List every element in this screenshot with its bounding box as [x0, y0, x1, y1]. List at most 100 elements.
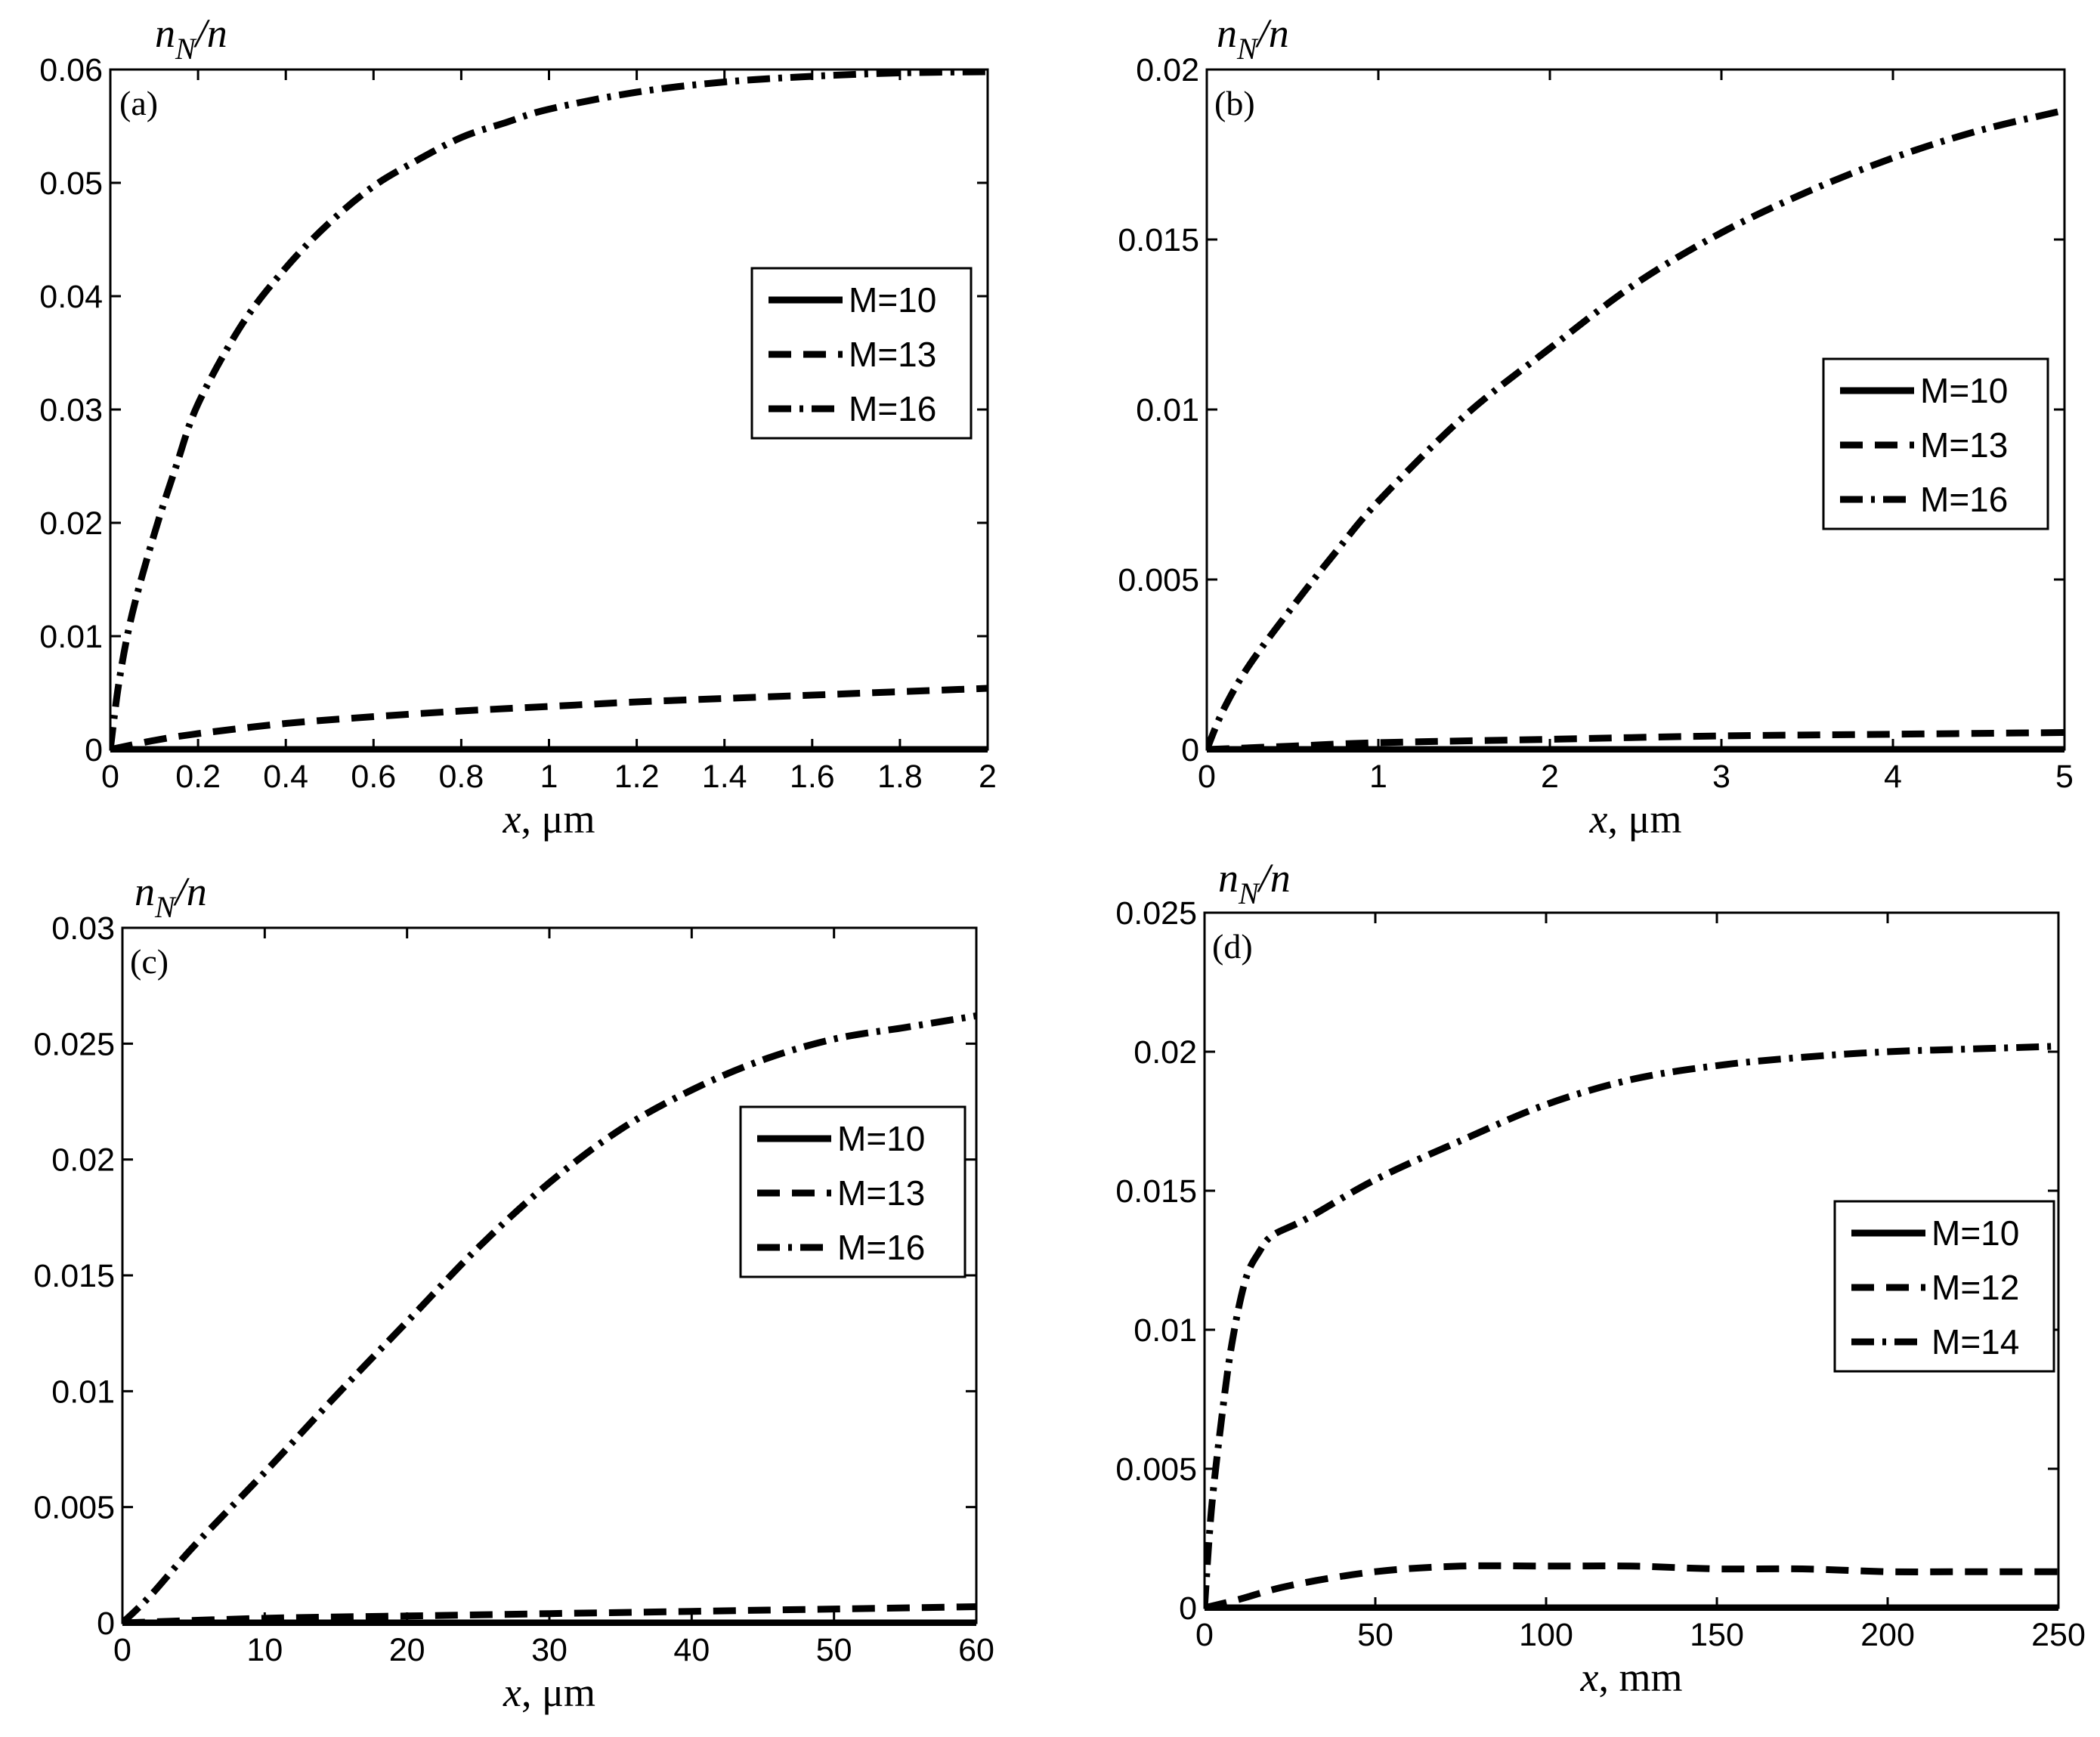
- series-line-m14: [1205, 1043, 2058, 1609]
- legend-label: M=14: [1931, 1322, 2019, 1361]
- x-tick-label: 3: [1712, 759, 1730, 795]
- series-line-m12: [1205, 1562, 2058, 1611]
- y-tick-label: 0.01: [1134, 1312, 1197, 1349]
- x-label-unit: , μm: [1608, 796, 1682, 842]
- legend-label: M=16: [1920, 480, 2008, 519]
- x-tick-label: 0.6: [351, 759, 396, 795]
- legend-label: M=13: [837, 1173, 925, 1213]
- x-label-unit: , μm: [521, 1670, 595, 1715]
- x-tick-label: 1: [540, 759, 558, 795]
- x-tick-label: 50: [1357, 1617, 1393, 1653]
- x-tick-label: 0: [101, 759, 119, 795]
- x-axis-label: x, mm: [1580, 1655, 1683, 1700]
- x-tick-label: 1.8: [877, 759, 923, 795]
- x-tick-label: 0: [1195, 1617, 1214, 1653]
- x-label-unit: , mm: [1598, 1655, 1682, 1700]
- plot-frame: [121, 926, 978, 1624]
- y-axis-label: nN/n: [135, 869, 207, 924]
- x-tick-label: 100: [1519, 1617, 1573, 1653]
- legend-label: M=13: [849, 335, 936, 374]
- panel-label: (a): [119, 84, 158, 122]
- x-label-unit: , μm: [521, 796, 595, 842]
- y-tick-label: 0: [1179, 1590, 1197, 1627]
- y-tick-label: 0: [1181, 732, 1199, 768]
- x-tick-label: 60: [958, 1632, 994, 1668]
- y-tick-label: 0.015: [33, 1258, 115, 1294]
- panel-label: (b): [1214, 84, 1255, 122]
- x-tick-label: 0.2: [175, 759, 221, 795]
- x-tick-label: 1.4: [702, 759, 747, 795]
- x-tick-label: 150: [1690, 1617, 1744, 1653]
- legend-label: M=10: [1931, 1213, 2019, 1253]
- y-label-rest: /n: [173, 869, 207, 914]
- legend-label: M=16: [849, 389, 936, 428]
- panel-label: (d): [1212, 927, 1253, 966]
- legend: M=10 M=13 M=16: [1822, 357, 2049, 530]
- series-line-m16: [110, 68, 988, 750]
- x-tick-label: 1.2: [614, 759, 660, 795]
- y-tick-label: 0.01: [39, 619, 103, 655]
- plot-frame: [1205, 68, 2066, 751]
- y-tick-label: 0.06: [39, 52, 103, 88]
- y-label-rest: /n: [1255, 11, 1289, 56]
- y-tick-label: 0.03: [39, 392, 103, 428]
- x-label-var: x: [1580, 1655, 1599, 1700]
- y-tick-label: 0: [97, 1606, 115, 1642]
- y-label-base: n: [135, 869, 155, 914]
- y-label-base: n: [1217, 11, 1237, 56]
- panel-d: 0 50 100 150 200 250 0 0.005 0.01 0.015 0.02 0.025 (…: [1115, 855, 2085, 1700]
- x-axis-label: x, μm: [503, 1670, 595, 1715]
- x-axis-label: x, μm: [503, 796, 595, 842]
- series-line-m16: [1207, 107, 2064, 751]
- x-tick-label: 20: [389, 1632, 425, 1668]
- y-label-subscript: N: [1238, 876, 1260, 910]
- x-label-var: x: [503, 1670, 521, 1715]
- panel-label: (c): [130, 942, 169, 981]
- legend-label: M=12: [1931, 1268, 2019, 1307]
- x-label-var: x: [1589, 796, 1608, 842]
- y-tick-label: 0.04: [39, 279, 103, 315]
- legend-label: M=10: [1920, 371, 2008, 410]
- x-tick-label: 250: [2031, 1617, 2086, 1653]
- y-tick-label: 0.02: [1136, 52, 1199, 88]
- series-line-m13: [1207, 729, 2064, 753]
- y-tick-label: 0.02: [51, 1142, 115, 1179]
- panel-a: 0 0.2 0.4 0.6 0.8 1 1.2 1.4 1.6 1.8 2 0 0.01 0.02 0.03…: [39, 11, 997, 842]
- y-tick-label: 0.025: [33, 1026, 115, 1062]
- y-tick-label: 0.02: [39, 505, 103, 542]
- y-axis-label: nN/n: [155, 11, 227, 66]
- legend: M=10 M=13 M=16: [750, 267, 973, 440]
- x-tick-label: 0: [113, 1632, 131, 1668]
- x-tick-label: 200: [1860, 1617, 1915, 1653]
- y-tick-label: 0.005: [1115, 1451, 1197, 1488]
- y-tick-label: 0.015: [1115, 1173, 1197, 1210]
- y-tick-label: 0.01: [1136, 392, 1199, 428]
- series-line-m13: [122, 1603, 976, 1626]
- x-axis-label: x, μm: [1589, 796, 1682, 842]
- y-label-rest: /n: [1257, 855, 1291, 901]
- x-label-var: x: [503, 796, 521, 842]
- x-tick-label: 10: [246, 1632, 283, 1668]
- x-tick-label: 0.8: [439, 759, 484, 795]
- x-tick-label: 5: [2055, 759, 2074, 795]
- y-label-subscript: N: [1236, 32, 1259, 66]
- plot-frame: [109, 68, 989, 751]
- x-tick-label: 30: [531, 1632, 568, 1668]
- y-label-rest: /n: [193, 11, 227, 56]
- legend-label: M=10: [849, 280, 936, 320]
- legend: M=10 M=12 M=14: [1833, 1200, 2055, 1373]
- y-tick-label: 0.03: [51, 910, 115, 947]
- x-tick-label: 0.4: [263, 759, 308, 795]
- y-label-subscript: N: [175, 32, 197, 66]
- legend: M=10 M=13 M=16: [739, 1105, 966, 1278]
- series-line-m16: [122, 1012, 976, 1626]
- x-tick-label: 4: [1884, 759, 1902, 795]
- x-tick-label: 40: [673, 1632, 710, 1668]
- panel-c: 0 10 20 30 40 50 60 0 0.005 0.01 0.015 0.02 0.025 0.0…: [33, 869, 994, 1715]
- y-tick-label: 0.05: [39, 165, 103, 202]
- series-line-m13: [110, 685, 988, 753]
- x-tick-label: 50: [816, 1632, 852, 1668]
- plot-frame: [1203, 911, 2060, 1609]
- legend-label: M=16: [837, 1228, 925, 1267]
